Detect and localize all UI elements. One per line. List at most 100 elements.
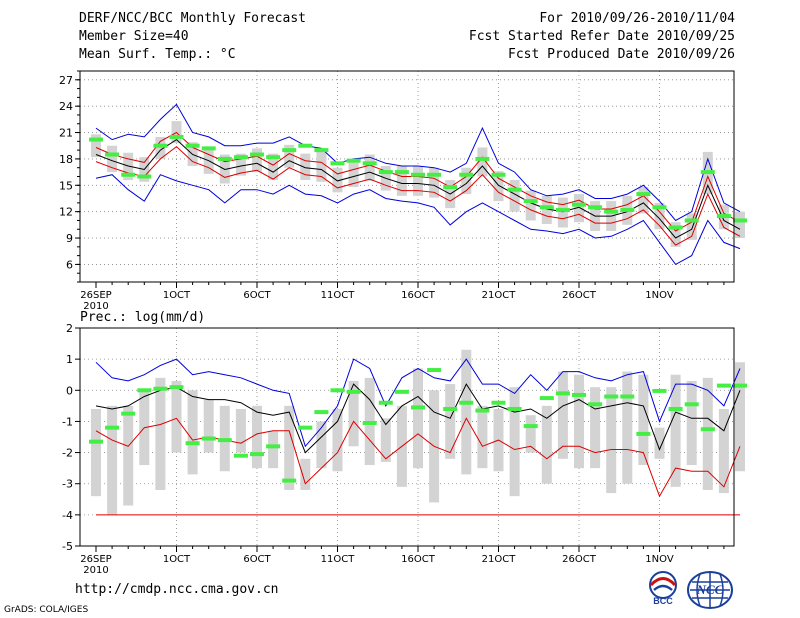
x-year-label: 2010	[83, 565, 108, 576]
y-tick-label: 27	[59, 74, 73, 87]
member-size: Member Size=40	[79, 29, 189, 44]
observation-marker	[604, 394, 619, 399]
observation-marker	[346, 389, 361, 394]
observation-marker	[588, 402, 603, 407]
spread-box	[235, 153, 246, 176]
panel-1: 6 9 12 15 18 21 24 27 26SEP 1OCT 6OCT 11OCT 16OCT 21O…	[59, 70, 747, 312]
x-tick-label: 16OCT	[401, 290, 436, 301]
x-tick-label: 26OCT	[562, 554, 597, 565]
spread-box	[670, 222, 681, 247]
observation-marker	[201, 436, 216, 441]
upper-envelope-line	[95, 103, 741, 222]
spread-box	[735, 211, 745, 239]
x-tick-label: 1NOV	[645, 290, 674, 301]
spread-box	[284, 144, 295, 168]
x-tick-label: 26SEP	[80, 554, 111, 565]
observation-marker	[475, 156, 490, 161]
spread-box	[654, 427, 665, 459]
observation-marker	[201, 146, 216, 151]
spread-box	[638, 187, 649, 214]
upper-envelope-line	[95, 358, 741, 448]
x-tick-label: 1OCT	[163, 290, 191, 301]
y-tick-label: 18	[59, 153, 73, 166]
observation-marker	[153, 386, 168, 391]
observation-marker	[394, 170, 409, 175]
observation-marker	[668, 406, 683, 411]
spread-box	[477, 405, 488, 469]
variable-label: Mean Surf. Temp.: °C	[79, 47, 236, 62]
observation-marker	[475, 408, 490, 413]
x-tick-label: 1OCT	[163, 554, 191, 565]
observation-marker	[539, 396, 554, 401]
observation-marker	[539, 205, 554, 210]
observation-marker	[636, 431, 651, 436]
observation-marker	[700, 427, 715, 432]
observation-marker	[169, 385, 184, 390]
observation-marker	[604, 209, 619, 214]
y-tick-label: 9	[66, 232, 73, 245]
observation-marker	[250, 152, 264, 157]
spread-box	[396, 165, 407, 196]
spread-box	[284, 405, 295, 490]
spread-box	[638, 374, 649, 466]
spread-box	[332, 167, 343, 193]
spread-box	[525, 190, 536, 221]
observation-marker	[459, 400, 474, 405]
observation-marker	[427, 172, 442, 177]
spread-box	[461, 167, 472, 195]
y-tick-label: 24	[59, 100, 73, 113]
observation-marker	[378, 400, 393, 405]
spread-box	[557, 371, 568, 459]
spread-box	[252, 405, 262, 469]
spread-box	[509, 387, 520, 497]
spread-box	[155, 377, 166, 490]
observation-marker	[427, 368, 442, 373]
spread-box	[606, 387, 617, 494]
observation-marker	[555, 207, 570, 212]
observation-marker	[217, 156, 232, 161]
observation-marker	[169, 134, 184, 139]
spread-box	[413, 368, 423, 469]
observation-marker	[716, 383, 731, 388]
observation-marker	[298, 143, 313, 148]
y-tick-label: 15	[59, 179, 73, 192]
observation-marker	[137, 174, 152, 179]
observation-marker	[507, 406, 522, 411]
observation-marker	[266, 444, 281, 449]
spread-box	[300, 458, 311, 490]
lower-spread-line	[95, 145, 741, 246]
chart-title: DERF/NCC/BCC Monthly Forecast	[79, 11, 306, 26]
y-tick-label: 2	[66, 322, 73, 335]
observation-marker	[105, 425, 120, 430]
produced-date: Fcst Produced Date 2010/09/26	[508, 47, 735, 62]
spread-box	[316, 421, 327, 469]
x-year-label: 2010	[83, 301, 108, 312]
observation-marker	[346, 158, 361, 163]
spread-box	[413, 165, 423, 196]
spread-box	[493, 171, 504, 202]
observation-marker	[121, 411, 136, 416]
spread-box	[477, 147, 488, 177]
x-tick-label: 11OCT	[321, 290, 356, 301]
spread-box	[702, 377, 713, 490]
x-tick-label: 26OCT	[562, 290, 597, 301]
observation-marker	[700, 170, 715, 175]
observation-marker	[105, 152, 120, 157]
observation-marker	[185, 441, 200, 446]
observation-marker	[684, 218, 699, 223]
spread-box	[509, 180, 520, 212]
observation-marker	[491, 172, 506, 177]
observation-marker	[298, 425, 313, 430]
spread-box	[155, 136, 166, 159]
spread-box	[300, 153, 311, 181]
spread-box	[252, 148, 262, 173]
spread-box	[235, 408, 246, 453]
observation-marker	[572, 202, 586, 207]
observation-marker	[89, 137, 103, 142]
source-url[interactable]: http://cmdp.ncc.cma.gov.cn	[75, 582, 279, 597]
observation-marker	[636, 192, 651, 197]
y-tick-label: -1	[62, 415, 73, 428]
start-date: Fcst Started Refer Date 2010/09/25	[468, 29, 735, 44]
observation-marker	[491, 400, 506, 405]
observation-marker	[185, 143, 200, 148]
